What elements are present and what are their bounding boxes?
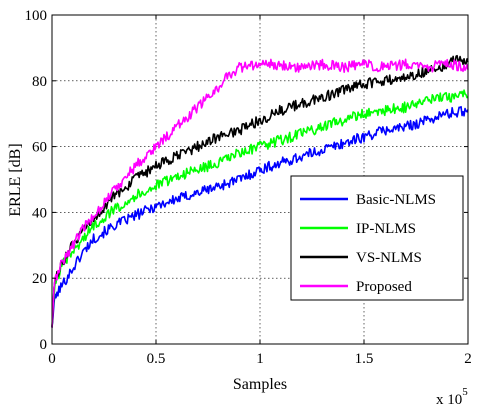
series-line-vs-nlms	[51, 54, 469, 328]
x-axis-multiplier-exponent: 5	[462, 386, 468, 398]
x-axis-ticks: 0 0.5 1 1.5 2	[48, 15, 472, 367]
legend-box	[290, 175, 464, 301]
y-tick-label: 0	[40, 337, 48, 353]
legend-label: Proposed	[356, 279, 412, 295]
series-line-proposed	[51, 58, 469, 328]
y-tick-label: 100	[25, 8, 48, 24]
y-tick-label: 40	[32, 205, 47, 221]
x-tick-label: 2	[464, 351, 472, 367]
y-axis-label: ERLE [dB]	[7, 143, 24, 216]
x-tick-label: 0	[48, 351, 56, 367]
legend-label: VS-NLMS	[356, 250, 422, 266]
x-axis-label: Samples	[233, 376, 287, 393]
y-tick-label: 20	[32, 271, 47, 287]
legend-label: IP-NLMS	[356, 221, 416, 237]
y-tick-label: 60	[32, 140, 47, 156]
y-tick-label: 80	[32, 74, 47, 90]
series-lines	[51, 54, 469, 328]
x-tick-label: 0.5	[147, 351, 166, 367]
x-axis-multiplier: x 105	[436, 386, 468, 408]
legend: Basic-NLMS IP-NLMS VS-NLMS Proposed	[290, 175, 464, 301]
series-line-basic-nlms	[51, 105, 469, 328]
y-axis-ticks: 0 20 40 60 80 100	[25, 8, 468, 353]
x-tick-label: 1.5	[355, 351, 374, 367]
x-tick-label: 1	[256, 351, 264, 367]
series-line-ip-nlms	[51, 89, 469, 328]
legend-label: Basic-NLMS	[356, 192, 436, 208]
